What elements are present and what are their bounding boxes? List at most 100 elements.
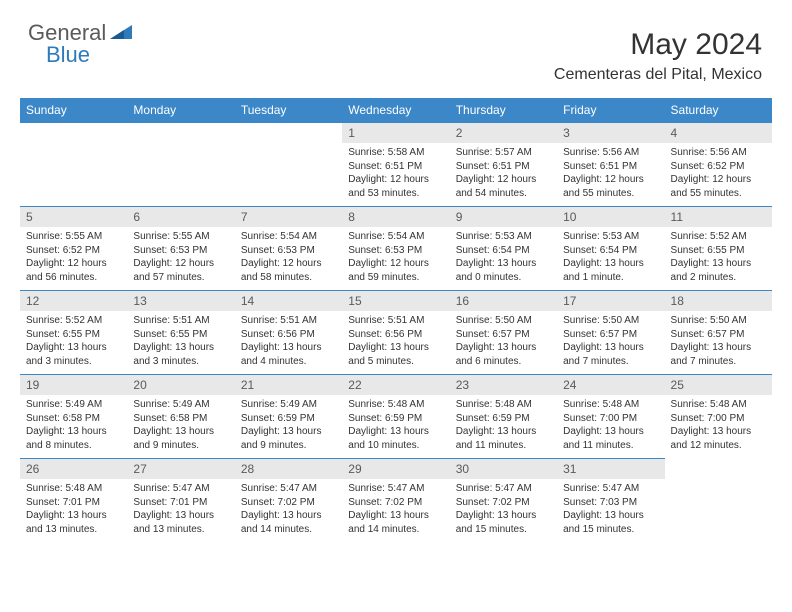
day-number: 15 <box>342 291 449 311</box>
calendar-day-cell: 10Sunrise: 5:53 AMSunset: 6:54 PMDayligh… <box>557 207 664 291</box>
calendar-day-cell: 9Sunrise: 5:53 AMSunset: 6:54 PMDaylight… <box>450 207 557 291</box>
calendar-day-cell: 27Sunrise: 5:47 AMSunset: 7:01 PMDayligh… <box>127 459 234 543</box>
day-number: 23 <box>450 375 557 395</box>
calendar-day-cell: 22Sunrise: 5:48 AMSunset: 6:59 PMDayligh… <box>342 375 449 459</box>
calendar-day-cell: 13Sunrise: 5:51 AMSunset: 6:55 PMDayligh… <box>127 291 234 375</box>
day-number: 26 <box>20 459 127 479</box>
day-details: Sunrise: 5:51 AMSunset: 6:55 PMDaylight:… <box>127 311 234 374</box>
day-details: Sunrise: 5:52 AMSunset: 6:55 PMDaylight:… <box>665 227 772 290</box>
day-number: 30 <box>450 459 557 479</box>
day-details: Sunrise: 5:48 AMSunset: 6:59 PMDaylight:… <box>450 395 557 458</box>
day-details: Sunrise: 5:49 AMSunset: 6:59 PMDaylight:… <box>235 395 342 458</box>
calendar-week-row: 19Sunrise: 5:49 AMSunset: 6:58 PMDayligh… <box>20 375 772 459</box>
day-number: 3 <box>557 123 664 143</box>
calendar-table: SundayMondayTuesdayWednesdayThursdayFrid… <box>20 98 772 542</box>
calendar-day-cell: 17Sunrise: 5:50 AMSunset: 6:57 PMDayligh… <box>557 291 664 375</box>
day-number: 27 <box>127 459 234 479</box>
day-number: 5 <box>20 207 127 227</box>
calendar-day-cell: 15Sunrise: 5:51 AMSunset: 6:56 PMDayligh… <box>342 291 449 375</box>
day-details: Sunrise: 5:55 AMSunset: 6:53 PMDaylight:… <box>127 227 234 290</box>
day-number: 13 <box>127 291 234 311</box>
day-number: 12 <box>20 291 127 311</box>
day-number: 1 <box>342 123 449 143</box>
weekday-header: Sunday <box>20 98 127 123</box>
calendar-day-cell: 6Sunrise: 5:55 AMSunset: 6:53 PMDaylight… <box>127 207 234 291</box>
day-details: Sunrise: 5:51 AMSunset: 6:56 PMDaylight:… <box>235 311 342 374</box>
calendar-day-cell: 3Sunrise: 5:56 AMSunset: 6:51 PMDaylight… <box>557 123 664 207</box>
calendar-day-cell: 12Sunrise: 5:52 AMSunset: 6:55 PMDayligh… <box>20 291 127 375</box>
logo-text-blue: Blue <box>46 42 90 68</box>
weekday-header-row: SundayMondayTuesdayWednesdayThursdayFrid… <box>20 98 772 123</box>
day-number: 16 <box>450 291 557 311</box>
calendar-day-cell <box>20 123 127 207</box>
calendar-day-cell: 19Sunrise: 5:49 AMSunset: 6:58 PMDayligh… <box>20 375 127 459</box>
day-number: 29 <box>342 459 449 479</box>
day-details: Sunrise: 5:48 AMSunset: 7:00 PMDaylight:… <box>665 395 772 458</box>
day-details: Sunrise: 5:56 AMSunset: 6:51 PMDaylight:… <box>557 143 664 206</box>
day-details: Sunrise: 5:58 AMSunset: 6:51 PMDaylight:… <box>342 143 449 206</box>
weekday-header: Wednesday <box>342 98 449 123</box>
day-number: 31 <box>557 459 664 479</box>
day-details: Sunrise: 5:48 AMSunset: 7:00 PMDaylight:… <box>557 395 664 458</box>
calendar-day-cell: 14Sunrise: 5:51 AMSunset: 6:56 PMDayligh… <box>235 291 342 375</box>
logo-triangle-icon <box>110 23 132 44</box>
calendar-day-cell: 29Sunrise: 5:47 AMSunset: 7:02 PMDayligh… <box>342 459 449 543</box>
day-number: 21 <box>235 375 342 395</box>
day-number: 6 <box>127 207 234 227</box>
day-details: Sunrise: 5:48 AMSunset: 6:59 PMDaylight:… <box>342 395 449 458</box>
day-details: Sunrise: 5:57 AMSunset: 6:51 PMDaylight:… <box>450 143 557 206</box>
calendar-week-row: 12Sunrise: 5:52 AMSunset: 6:55 PMDayligh… <box>20 291 772 375</box>
day-details: Sunrise: 5:53 AMSunset: 6:54 PMDaylight:… <box>557 227 664 290</box>
day-number: 2 <box>450 123 557 143</box>
calendar-day-cell: 28Sunrise: 5:47 AMSunset: 7:02 PMDayligh… <box>235 459 342 543</box>
calendar-day-cell: 4Sunrise: 5:56 AMSunset: 6:52 PMDaylight… <box>665 123 772 207</box>
day-number: 9 <box>450 207 557 227</box>
day-number: 24 <box>557 375 664 395</box>
day-details: Sunrise: 5:50 AMSunset: 6:57 PMDaylight:… <box>450 311 557 374</box>
day-details: Sunrise: 5:51 AMSunset: 6:56 PMDaylight:… <box>342 311 449 374</box>
day-number: 8 <box>342 207 449 227</box>
day-details: Sunrise: 5:54 AMSunset: 6:53 PMDaylight:… <box>342 227 449 290</box>
day-details: Sunrise: 5:47 AMSunset: 7:02 PMDaylight:… <box>342 479 449 542</box>
day-number: 22 <box>342 375 449 395</box>
weekday-header: Thursday <box>450 98 557 123</box>
calendar-day-cell: 26Sunrise: 5:48 AMSunset: 7:01 PMDayligh… <box>20 459 127 543</box>
location-label: Cementeras del Pital, Mexico <box>554 66 762 84</box>
calendar-week-row: 1Sunrise: 5:58 AMSunset: 6:51 PMDaylight… <box>20 123 772 207</box>
day-details: Sunrise: 5:47 AMSunset: 7:02 PMDaylight:… <box>450 479 557 542</box>
calendar-day-cell <box>665 459 772 543</box>
calendar-day-cell: 5Sunrise: 5:55 AMSunset: 6:52 PMDaylight… <box>20 207 127 291</box>
calendar-day-cell: 11Sunrise: 5:52 AMSunset: 6:55 PMDayligh… <box>665 207 772 291</box>
calendar-day-cell: 24Sunrise: 5:48 AMSunset: 7:00 PMDayligh… <box>557 375 664 459</box>
day-number: 18 <box>665 291 772 311</box>
day-details: Sunrise: 5:50 AMSunset: 6:57 PMDaylight:… <box>557 311 664 374</box>
weekday-header: Tuesday <box>235 98 342 123</box>
calendar-day-cell: 16Sunrise: 5:50 AMSunset: 6:57 PMDayligh… <box>450 291 557 375</box>
calendar-day-cell: 8Sunrise: 5:54 AMSunset: 6:53 PMDaylight… <box>342 207 449 291</box>
day-number: 4 <box>665 123 772 143</box>
day-details: Sunrise: 5:47 AMSunset: 7:01 PMDaylight:… <box>127 479 234 542</box>
day-details: Sunrise: 5:49 AMSunset: 6:58 PMDaylight:… <box>127 395 234 458</box>
day-number: 20 <box>127 375 234 395</box>
weekday-header: Friday <box>557 98 664 123</box>
weekday-header: Saturday <box>665 98 772 123</box>
calendar-day-cell: 25Sunrise: 5:48 AMSunset: 7:00 PMDayligh… <box>665 375 772 459</box>
day-number: 19 <box>20 375 127 395</box>
calendar-week-row: 26Sunrise: 5:48 AMSunset: 7:01 PMDayligh… <box>20 459 772 543</box>
calendar-day-cell: 23Sunrise: 5:48 AMSunset: 6:59 PMDayligh… <box>450 375 557 459</box>
day-number: 11 <box>665 207 772 227</box>
calendar-day-cell: 18Sunrise: 5:50 AMSunset: 6:57 PMDayligh… <box>665 291 772 375</box>
calendar-day-cell: 31Sunrise: 5:47 AMSunset: 7:03 PMDayligh… <box>557 459 664 543</box>
day-number: 25 <box>665 375 772 395</box>
day-number: 28 <box>235 459 342 479</box>
day-number: 14 <box>235 291 342 311</box>
calendar-day-cell: 2Sunrise: 5:57 AMSunset: 6:51 PMDaylight… <box>450 123 557 207</box>
day-details: Sunrise: 5:55 AMSunset: 6:52 PMDaylight:… <box>20 227 127 290</box>
day-details: Sunrise: 5:50 AMSunset: 6:57 PMDaylight:… <box>665 311 772 374</box>
page-title: May 2024 <box>630 28 762 62</box>
calendar-day-cell <box>235 123 342 207</box>
day-details: Sunrise: 5:47 AMSunset: 7:02 PMDaylight:… <box>235 479 342 542</box>
day-details: Sunrise: 5:48 AMSunset: 7:01 PMDaylight:… <box>20 479 127 542</box>
calendar-day-cell: 21Sunrise: 5:49 AMSunset: 6:59 PMDayligh… <box>235 375 342 459</box>
day-details: Sunrise: 5:47 AMSunset: 7:03 PMDaylight:… <box>557 479 664 542</box>
